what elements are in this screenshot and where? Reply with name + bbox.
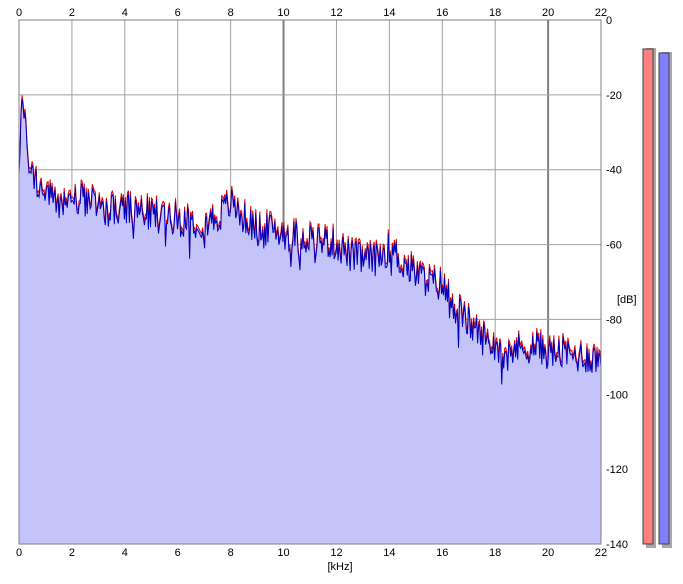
x-tick-label-bottom: 20 bbox=[542, 547, 554, 559]
y-tick-label: 0 bbox=[606, 15, 612, 27]
x-tick-label-top: 22 bbox=[595, 7, 607, 19]
x-tick-label-bottom: 4 bbox=[122, 547, 128, 559]
x-tick-label-top: 18 bbox=[489, 7, 501, 19]
y-tick-label: -80 bbox=[606, 314, 622, 326]
x-tick-label-top: 16 bbox=[436, 7, 448, 19]
x-tick-label-bottom: 22 bbox=[595, 547, 607, 559]
x-tick-label-bottom: 10 bbox=[277, 547, 289, 559]
x-tick-label-bottom: 18 bbox=[489, 547, 501, 559]
meter-right-channel bbox=[642, 48, 654, 545]
y-tick-label: -40 bbox=[606, 165, 622, 177]
x-tick-label-top: 6 bbox=[175, 7, 181, 19]
y-tick-label: -120 bbox=[606, 464, 628, 476]
y-axis-unit-label: [dB] bbox=[617, 294, 637, 306]
x-tick-label-top: 12 bbox=[330, 7, 342, 19]
x-tick-label-bottom: 8 bbox=[228, 547, 234, 559]
x-tick-label-top: 14 bbox=[383, 7, 395, 19]
plot-frame bbox=[18, 19, 602, 545]
x-tick-label-bottom: 0 bbox=[16, 547, 22, 559]
meter-left-channel bbox=[658, 52, 670, 545]
x-tick-label-bottom: 14 bbox=[383, 547, 395, 559]
x-tick-label-top: 4 bbox=[122, 7, 128, 19]
x-tick-label-top: 10 bbox=[277, 7, 289, 19]
x-tick-label-top: 20 bbox=[542, 7, 554, 19]
x-tick-label-top: 8 bbox=[228, 7, 234, 19]
x-tick-label-top: 2 bbox=[69, 7, 75, 19]
y-tick-label: -20 bbox=[606, 90, 622, 102]
series-left-channel bbox=[18, 99, 602, 385]
x-tick-label-bottom: 12 bbox=[330, 547, 342, 559]
x-tick-label-bottom: 6 bbox=[175, 547, 181, 559]
x-tick-label-bottom: 2 bbox=[69, 547, 75, 559]
y-tick-label: -60 bbox=[606, 240, 622, 252]
tick-labels: 002244668810101212141416161818202022220-… bbox=[16, 7, 628, 559]
x-tick-label-bottom: 16 bbox=[436, 547, 448, 559]
x-axis-unit-label: [kHz] bbox=[327, 561, 352, 573]
y-tick-label: -140 bbox=[606, 539, 628, 551]
y-tick-label: -100 bbox=[606, 389, 628, 401]
level-meters bbox=[642, 48, 672, 548]
x-tick-label-top: 0 bbox=[16, 7, 22, 19]
